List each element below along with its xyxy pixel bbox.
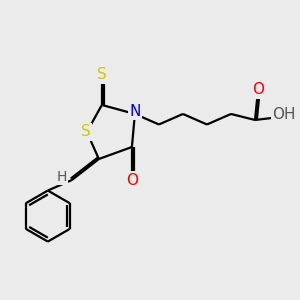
Text: O: O: [252, 82, 264, 98]
Text: O: O: [126, 172, 138, 188]
Text: H: H: [56, 170, 67, 184]
Text: N: N: [129, 104, 141, 119]
Text: S: S: [97, 68, 107, 82]
Text: OH: OH: [272, 107, 296, 122]
Text: S: S: [81, 124, 91, 140]
